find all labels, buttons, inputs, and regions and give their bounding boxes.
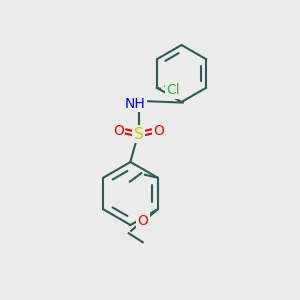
Text: O: O — [113, 124, 124, 138]
Text: O: O — [137, 214, 148, 228]
Text: S: S — [134, 127, 143, 142]
Text: NH: NH — [124, 97, 146, 110]
Text: O: O — [153, 124, 164, 138]
Text: Cl: Cl — [167, 83, 180, 97]
